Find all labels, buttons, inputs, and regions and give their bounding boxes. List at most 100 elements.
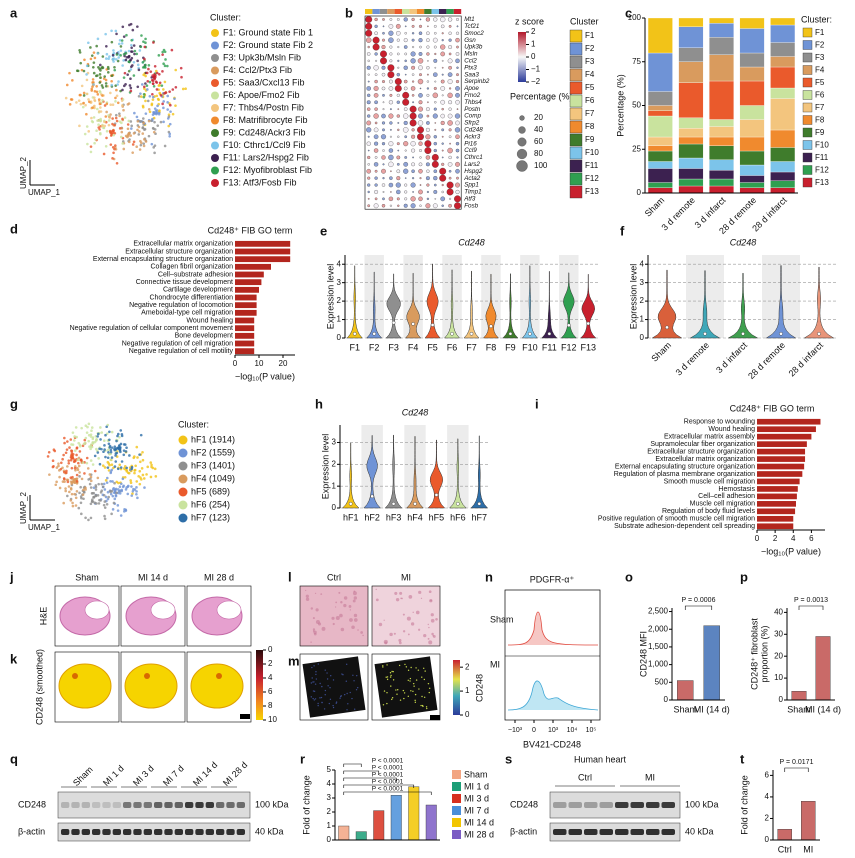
dot — [388, 24, 394, 29]
tissue-texture — [352, 591, 357, 596]
bar-segment — [678, 157, 704, 169]
umap-point — [82, 488, 85, 492]
legend-swatch — [802, 90, 813, 100]
dot — [396, 176, 401, 181]
bar-segment — [739, 136, 765, 152]
dot — [388, 182, 394, 188]
umap-point — [138, 469, 142, 473]
tissue-texture — [312, 630, 315, 632]
y-tick-label: 500 — [655, 677, 669, 686]
umap-point — [96, 107, 99, 111]
umap-point — [131, 143, 135, 146]
legend-label: F3 — [815, 53, 825, 62]
colorbar-label: 6 — [268, 687, 273, 696]
umap-point — [97, 98, 101, 101]
umap-point — [179, 66, 183, 70]
umap-point — [141, 458, 145, 462]
umap-point — [127, 132, 131, 135]
dot — [397, 59, 400, 62]
umap-point — [137, 125, 141, 129]
umap-point — [125, 466, 129, 470]
bar-segment — [709, 145, 734, 160]
x-tick-label: Sham — [649, 340, 673, 364]
umap-point — [99, 499, 102, 502]
dot — [390, 128, 392, 131]
legend-label: Sham — [464, 769, 488, 779]
legend-label: hF6 (254) — [191, 499, 230, 509]
bar-segment — [678, 26, 704, 48]
dot — [455, 86, 460, 91]
dot — [426, 87, 430, 90]
bracket — [798, 605, 824, 610]
pct-label: 20 — [534, 113, 543, 122]
tissue-texture — [395, 597, 400, 602]
colorbar-label: 0 — [268, 645, 273, 654]
cluster-label: F12 — [585, 174, 599, 183]
umap-point — [106, 466, 110, 469]
legend-title: Cluster: — [801, 14, 832, 24]
umap-point — [166, 101, 169, 104]
dot — [454, 202, 461, 210]
umap-point — [118, 38, 122, 42]
umap-point — [102, 77, 106, 80]
umap-point — [85, 92, 89, 96]
p-value: P < 0.0001 — [372, 765, 404, 772]
umap-point — [131, 489, 135, 493]
umap-point — [110, 456, 114, 459]
gene-label: Mt1 — [464, 16, 475, 23]
y-tick-label: 4 — [327, 779, 332, 788]
bracket — [343, 777, 397, 781]
umap-point — [130, 485, 133, 488]
umap-point — [102, 493, 106, 497]
umap-point — [162, 120, 165, 124]
legend-label: F5 — [815, 78, 825, 87]
spatial-spot — [414, 699, 416, 702]
dot — [426, 38, 430, 42]
dot — [455, 134, 460, 139]
umap-point — [111, 480, 114, 483]
umap-point — [161, 53, 164, 56]
bar-segment — [647, 182, 673, 188]
dot — [374, 183, 378, 187]
umap-point — [148, 80, 152, 84]
dot — [426, 31, 430, 36]
umap-point — [114, 113, 118, 117]
dot — [372, 36, 380, 44]
category-label: Negative regulation of cellular componen… — [70, 325, 233, 332]
tissue-texture — [375, 598, 379, 602]
umap-point — [113, 447, 116, 451]
pct-dot — [518, 126, 526, 134]
dot — [403, 38, 408, 43]
y-axis-label: CD248 MFI — [638, 631, 648, 677]
dot — [441, 156, 444, 159]
cd248-section — [190, 663, 244, 709]
dot — [403, 113, 409, 119]
blot-row-label: CD248 — [510, 799, 538, 809]
dot — [455, 58, 460, 64]
dot — [410, 203, 416, 209]
spatial-spot — [352, 674, 354, 676]
colorbar-label: 2 — [268, 659, 273, 668]
tissue-texture — [351, 625, 355, 630]
y-tick-label: 3 — [640, 278, 645, 287]
legend-dot — [211, 41, 219, 50]
legend-label: F7 — [815, 103, 825, 112]
category-label: Extracellular matrix organization — [133, 241, 233, 248]
spatial-spot — [386, 691, 388, 694]
umap-point — [121, 142, 124, 145]
umap-point — [77, 506, 81, 510]
bar-segment — [739, 182, 765, 188]
umap-point — [89, 57, 93, 61]
umap-point — [91, 436, 95, 439]
umap-point — [89, 479, 93, 483]
umap-point — [122, 443, 126, 446]
dot — [396, 100, 400, 104]
dot — [382, 177, 385, 180]
band — [205, 802, 214, 808]
umap-point — [109, 103, 112, 107]
y-tick-label: 2,000 — [648, 624, 669, 633]
dot — [433, 148, 437, 153]
umap-point — [118, 492, 122, 495]
dot — [447, 17, 453, 22]
dot — [418, 93, 423, 98]
